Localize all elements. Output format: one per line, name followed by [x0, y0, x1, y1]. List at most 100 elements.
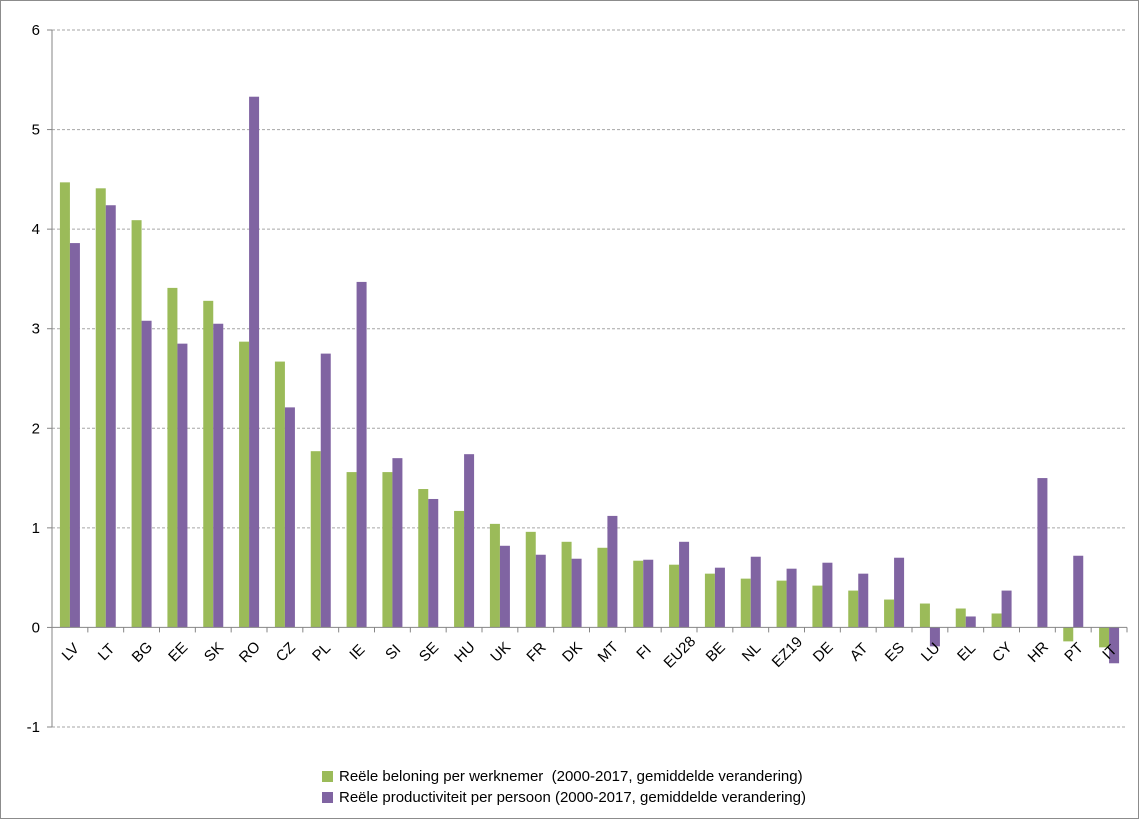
x-tick-label: AT: [847, 640, 872, 665]
x-tick-label: DK: [559, 639, 586, 666]
bar-CY-series-2: [1001, 590, 1012, 628]
bar-DE-series-1: [812, 585, 823, 628]
bar-SK-series-1: [203, 300, 214, 628]
bar-MT-series-2: [607, 515, 618, 628]
bar-SE-series-1: [418, 489, 429, 628]
bar-AT-series-1: [848, 590, 859, 628]
bar-BG-series-2: [141, 320, 152, 628]
bar-DK-series-1: [561, 541, 572, 628]
x-tick-label: DE: [810, 639, 837, 666]
x-tick-label: EU28: [661, 633, 700, 672]
x-tick-label: EE: [165, 639, 191, 665]
bar-BG-series-1: [131, 220, 142, 628]
bar-LV-series-2: [69, 243, 80, 628]
bar-FR-series-2: [535, 554, 546, 628]
bar-EL-series-1: [955, 608, 966, 628]
legend-label-series-2: Reële productiviteit per persoon (2000-2…: [339, 789, 806, 806]
bar-PT-series-2: [1073, 555, 1084, 628]
bar-CY-series-1: [991, 613, 1002, 628]
bar-HU-series-2: [464, 454, 475, 628]
x-tick-label: EL: [954, 640, 979, 665]
bar-IT-series-1: [1099, 627, 1110, 648]
x-tick-label: HR: [1025, 638, 1052, 665]
bar-IE-series-2: [356, 281, 367, 628]
bar-FI-series-1: [633, 560, 644, 628]
bar-NL-series-2: [750, 556, 761, 628]
y-tick-label: -1: [27, 719, 40, 736]
legend-label-series-1: Reële beloning per werknemer (2000-2017,…: [339, 768, 803, 785]
bar-RO-series-1: [239, 341, 250, 628]
bar-IE-series-1: [346, 472, 357, 628]
bars: [59, 96, 1120, 664]
legend-item-series-1: Reële beloning per werknemer (2000-2017,…: [322, 766, 806, 787]
bar-SE-series-2: [428, 498, 439, 628]
bar-DK-series-2: [571, 558, 582, 628]
y-axis-ticks: -1 0 1 2 3 4 5 6: [27, 22, 40, 736]
x-tick-label: HU: [451, 639, 478, 666]
x-tick-label: ES: [882, 639, 908, 665]
bar-FR-series-1: [525, 531, 536, 628]
bar-SI-series-2: [392, 458, 403, 628]
bar-HU-series-1: [454, 510, 465, 628]
x-tick-label: BG: [129, 639, 156, 666]
x-tick-label: CZ: [273, 639, 299, 665]
bar-NL-series-1: [740, 578, 751, 628]
legend: Reële beloning per werknemer (2000-2017,…: [322, 766, 806, 808]
y-tick-label: 3: [32, 321, 40, 338]
legend-swatch-series-1: [322, 771, 333, 782]
bar-PL-series-1: [310, 451, 321, 628]
bar-FI-series-2: [643, 559, 654, 628]
bar-EL-series-2: [965, 616, 976, 628]
bar-EU28-series-1: [669, 564, 680, 628]
y-tick-label: 0: [32, 619, 40, 636]
bar-LV-series-1: [59, 182, 70, 628]
bar-EZ19-series-2: [786, 568, 797, 628]
bar-PL-series-2: [320, 353, 331, 628]
x-tick-label: SK: [201, 639, 227, 665]
bar-LU-series-1: [919, 603, 930, 628]
y-tick-label: 2: [32, 420, 40, 437]
x-tick-label: RO: [236, 638, 264, 666]
bar-RO-series-2: [249, 96, 260, 628]
bar-EE-series-1: [167, 287, 178, 628]
bar-IT-series-2: [1109, 627, 1120, 664]
bar-BE-series-2: [714, 567, 725, 628]
x-tick-label: LV: [59, 640, 83, 664]
bar-EU28-series-2: [679, 541, 690, 628]
x-tick-label: MT: [595, 639, 622, 666]
x-tick-label: PL: [309, 640, 334, 665]
y-tick-label: 1: [32, 520, 40, 537]
x-tick-label: FR: [523, 639, 549, 665]
bar-CZ-series-1: [274, 361, 285, 628]
bar-SI-series-1: [382, 472, 393, 628]
bar-HR-series-2: [1037, 478, 1048, 628]
bar-LT-series-2: [105, 205, 116, 628]
bar-LT-series-1: [95, 188, 106, 628]
gridlines: [52, 29, 1127, 728]
bar-UK-series-2: [499, 545, 510, 628]
bar-ES-series-1: [884, 599, 895, 628]
bar-CZ-series-2: [284, 407, 295, 628]
axes: [47, 29, 1128, 728]
bar-SK-series-2: [213, 323, 224, 628]
y-tick-label: 6: [32, 22, 40, 39]
bar-EE-series-2: [177, 343, 188, 628]
y-tick-label: 4: [32, 221, 40, 238]
legend-item-series-2: Reële productiviteit per persoon (2000-2…: [322, 787, 806, 808]
x-tick-label: SE: [416, 639, 442, 665]
bar-ES-series-2: [894, 557, 905, 628]
x-tick-label: EZ19: [769, 634, 806, 671]
x-tick-label: BE: [703, 639, 729, 665]
bar-EZ19-series-1: [776, 580, 787, 628]
x-tick-label: LT: [95, 640, 119, 664]
x-tick-label: CY: [989, 639, 1016, 666]
x-tick-label: PT: [1061, 639, 1087, 665]
bar-DE-series-2: [822, 562, 833, 628]
bar-BE-series-1: [704, 573, 715, 628]
bar-AT-series-2: [858, 573, 869, 628]
legend-swatch-series-2: [322, 792, 333, 803]
x-tick-label: FI: [633, 642, 654, 663]
x-tick-label: UK: [487, 639, 514, 666]
